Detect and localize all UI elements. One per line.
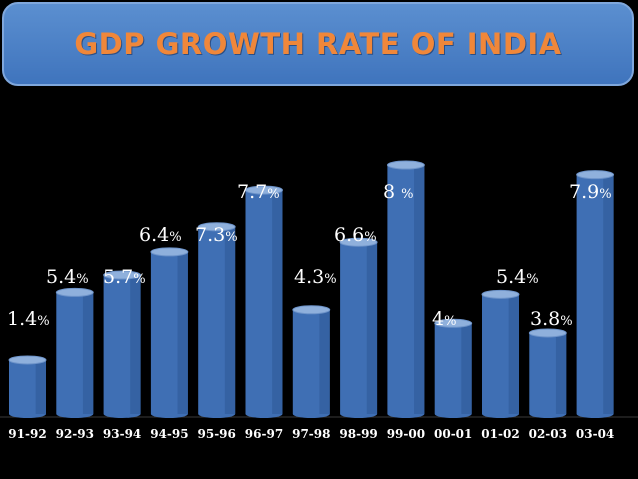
data-label: 6.6%: [334, 224, 377, 246]
data-label: 4%: [432, 308, 456, 330]
bar-top: [481, 289, 520, 299]
x-tick-label: 98-99: [339, 427, 377, 441]
data-label: 8 %: [383, 181, 414, 203]
bar-shade: [177, 251, 188, 414]
data-label: 4.3%: [294, 266, 337, 288]
data-label: 1.4%: [7, 308, 50, 330]
bar-top: [103, 270, 142, 280]
x-tick-label: 01-02: [481, 427, 519, 441]
data-label: 7.7%: [237, 181, 280, 203]
x-tick-label: 94-95: [150, 427, 188, 441]
bar-top: [528, 328, 567, 338]
x-tick-label: 92-93: [56, 427, 94, 441]
bar-top: [8, 355, 47, 365]
chart-area: 91-92 1.4% 92-93 5.4% 93-94 5.7% 94-95 6.4% 95-9…: [0, 88, 638, 479]
bar-top: [55, 287, 94, 297]
data-label: 7.3%: [195, 224, 238, 246]
bar-shade: [272, 190, 283, 414]
bar-shade: [414, 165, 425, 414]
data-label: 5.7%: [103, 266, 146, 288]
x-tick-label: 95-96: [198, 427, 236, 441]
bar-01-02: [481, 289, 520, 418]
bar-top: [339, 237, 378, 247]
bar-95-96: [197, 222, 236, 418]
bar-top: [434, 318, 473, 328]
bar-shade: [508, 294, 519, 414]
data-label: 3.8%: [530, 308, 573, 330]
bar-shade: [35, 359, 46, 414]
bar-91-92: [8, 355, 47, 418]
x-tick-label: 99-00: [387, 427, 425, 441]
data-label: 5.4%: [496, 266, 539, 288]
x-tick-label: 00-01: [434, 427, 472, 441]
x-tick-label: 91-92: [8, 427, 46, 441]
bar-02-03: [528, 328, 567, 418]
bar-top: [245, 185, 283, 195]
bar-00-01: [434, 318, 473, 418]
bar-shade: [82, 292, 94, 414]
x-tick-label: 97-98: [292, 427, 330, 441]
bar-98-99: [339, 237, 378, 418]
title-banner: GDP GROWTH RATE OF INDIA: [2, 2, 634, 86]
bar-shade: [461, 323, 472, 414]
bar-93-94: [103, 270, 142, 418]
data-label: 5.4%: [46, 266, 89, 288]
bar-94-95: [150, 247, 189, 418]
bar-top: [576, 170, 615, 180]
bar-96-97: [245, 185, 283, 418]
x-tick-label: 03-04: [576, 427, 614, 441]
bar-99-00: [386, 160, 425, 418]
x-tick-label: 93-94: [103, 427, 141, 441]
bar-shade: [603, 174, 614, 414]
x-tick-label: 02-03: [529, 427, 567, 441]
data-label: 6.4%: [139, 224, 182, 246]
bar-shade: [366, 242, 378, 414]
bar-shade: [224, 226, 236, 414]
bar-shade: [555, 332, 567, 414]
bar-top: [197, 222, 236, 232]
bar-03-04: [576, 170, 615, 418]
bar-top: [292, 305, 331, 315]
bar-97-98: [292, 305, 331, 418]
bar-top: [386, 160, 425, 170]
data-label: 7.9%: [569, 181, 612, 203]
bar-top: [150, 247, 189, 257]
bar-shade: [319, 309, 330, 414]
bar-92-93: [55, 287, 94, 418]
chart-title: GDP GROWTH RATE OF INDIA: [74, 27, 562, 61]
x-tick-label: 96-97: [245, 427, 283, 441]
bar-shade: [130, 275, 141, 414]
bar-chart: 91-92 1.4% 92-93 5.4% 93-94 5.7% 94-95 6.4% 95-9…: [0, 160, 638, 441]
